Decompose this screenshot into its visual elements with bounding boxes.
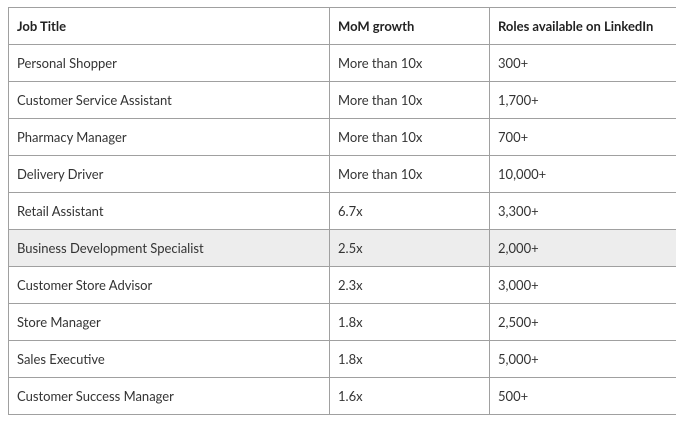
table-cell: 3,000+ — [489, 266, 676, 304]
table-cell: More than 10x — [329, 44, 490, 82]
table-row: Pharmacy Manager More than 10x 700+ — [8, 118, 676, 156]
table-cell: 2.3x — [329, 266, 490, 304]
table-row: Sales Executive 1.8x 5,000+ — [8, 340, 676, 378]
table-cell: Business Development Specialist — [8, 229, 330, 267]
table-cell: Customer Store Advisor — [8, 266, 330, 304]
table-cell: 2.5x — [329, 229, 490, 267]
table-row: Customer Service Assistant More than 10x 1… — [8, 81, 676, 119]
jobs-table: Job Title MoM growth Roles available on Li… — [8, 7, 676, 415]
table-cell: 700+ — [489, 118, 676, 156]
table-cell: Customer Success Manager — [8, 377, 330, 415]
table-cell: More than 10x — [329, 81, 490, 119]
table-cell: Personal Shopper — [8, 44, 330, 82]
table-cell: 1.6x — [329, 377, 490, 415]
table-cell: 3,300+ — [489, 192, 676, 230]
table-cell: Retail Assistant — [8, 192, 330, 230]
table-cell: Delivery Driver — [8, 155, 330, 193]
table-row: Business Development Specialist 2.5x 2,000… — [8, 229, 676, 267]
table-cell: 500+ — [489, 377, 676, 415]
table-row: Store Manager 1.8x 2,500+ — [8, 303, 676, 341]
header-row: Job Title MoM growth Roles available on Li… — [8, 7, 676, 45]
table-cell: 300+ — [489, 44, 676, 82]
table-row: Customer Success Manager 1.6x 500+ — [8, 377, 676, 415]
table-cell: 2,500+ — [489, 303, 676, 341]
table-row: Retail Assistant 6.7x 3,300+ — [8, 192, 676, 230]
table-cell: 2,000+ — [489, 229, 676, 267]
table-cell: Store Manager — [8, 303, 330, 341]
header-cell: Job Title — [8, 7, 330, 45]
table-cell: Pharmacy Manager — [8, 118, 330, 156]
table-row: Delivery Driver More than 10x 10,000+ — [8, 155, 676, 193]
header-cell: Roles available on LinkedIn — [489, 7, 676, 45]
table-cell: Sales Executive — [8, 340, 330, 378]
table-cell: 1.8x — [329, 303, 490, 341]
table-cell: 1,700+ — [489, 81, 676, 119]
table-cell: Customer Service Assistant — [8, 81, 330, 119]
table-cell: 1.8x — [329, 340, 490, 378]
table-row: Personal Shopper More than 10x 300+ — [8, 44, 676, 82]
table-cell: More than 10x — [329, 118, 490, 156]
header-cell: MoM growth — [329, 7, 490, 45]
table-cell: 10,000+ — [489, 155, 676, 193]
table-row: Customer Store Advisor 2.3x 3,000+ — [8, 266, 676, 304]
table-cell: More than 10x — [329, 155, 490, 193]
table-cell: 6.7x — [329, 192, 490, 230]
table-cell: 5,000+ — [489, 340, 676, 378]
